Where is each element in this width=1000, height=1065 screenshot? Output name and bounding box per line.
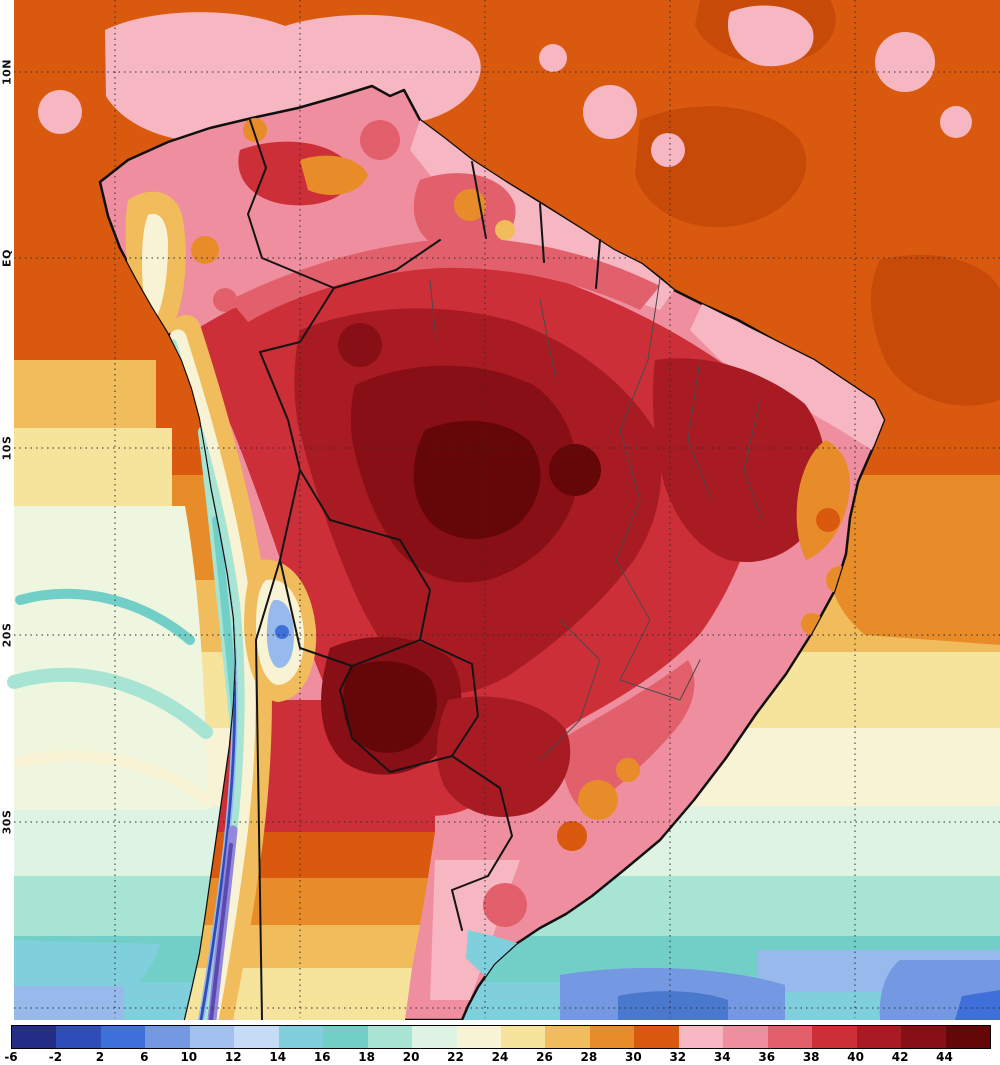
colorbar-tick-label: 26 xyxy=(536,1050,553,1064)
colorbar: -6 -2 2 6 10 12 14 16 18 20 22 24 26 28 30 32 34 36 38 40 42… xyxy=(0,1019,1000,1065)
colorbar-tick-label: 2 xyxy=(95,1050,105,1064)
grid-layer xyxy=(14,0,1000,1018)
colorbar-segment xyxy=(145,1026,190,1048)
colorbar-segment xyxy=(56,1026,101,1048)
colorbar-segment xyxy=(367,1026,413,1048)
colorbar-tick-label: 28 xyxy=(580,1050,598,1064)
colorbar-bar xyxy=(11,1025,991,1049)
colorbar-tick-label: 20 xyxy=(402,1050,420,1064)
colorbar-segment xyxy=(456,1026,501,1048)
colorbar-segment xyxy=(678,1026,724,1048)
colorbar-tick-label: -6 xyxy=(4,1050,18,1064)
colorbar-tick-label: 32 xyxy=(669,1050,687,1064)
colorbar-tick-labels: -6 -2 2 6 10 12 14 16 18 20 22 24 26 28 30 32 34 36 38 40 42… xyxy=(4,1050,989,1065)
latitude-label: EQ xyxy=(0,249,14,267)
colorbar-tick-label: 34 xyxy=(713,1050,731,1064)
state-borders-layer xyxy=(429,277,763,761)
colorbar-tick-label: 16 xyxy=(313,1050,331,1064)
colorbar-segment xyxy=(856,1026,902,1048)
colorbar-tick-label: 22 xyxy=(447,1050,464,1064)
colorbar-tick-label: 6 xyxy=(140,1050,149,1064)
colorbar-tick-label: 14 xyxy=(269,1050,287,1064)
colorbar-segment xyxy=(12,1026,57,1048)
colorbar-tick-label: 24 xyxy=(491,1050,509,1064)
colorbar-segment xyxy=(500,1026,546,1048)
colorbar-segment xyxy=(901,1026,946,1048)
latitude-label: 10N xyxy=(0,58,14,86)
colorbar-segment xyxy=(234,1026,279,1048)
colorbar-tick-label: 36 xyxy=(758,1050,776,1064)
colorbar-tick-label: 12 xyxy=(224,1050,242,1064)
colorbar-segment xyxy=(767,1026,813,1048)
colorbar-tick-label: 30 xyxy=(625,1050,642,1064)
colorbar-tick-label: 10 xyxy=(180,1050,198,1064)
latitude-label: 30S xyxy=(0,809,14,835)
latitude-label: 10S xyxy=(0,435,14,461)
colorbar-segment xyxy=(634,1026,679,1048)
colorbar-segment xyxy=(945,1026,990,1048)
colorbar-tick-label: 44 xyxy=(936,1050,953,1064)
south-america-temperature-map xyxy=(7,0,1000,1020)
colorbar-segment xyxy=(412,1026,457,1048)
colorbar-tick-label: -2 xyxy=(48,1050,63,1064)
colorbar-tick-label: 40 xyxy=(847,1050,864,1064)
land-layer xyxy=(98,84,886,1020)
colorbar-segment xyxy=(723,1026,768,1048)
country-borders-layer xyxy=(247,119,601,1020)
colorbar-segment xyxy=(323,1026,368,1048)
latitude-label: 20S xyxy=(0,622,14,648)
colorbar-tick-label: 38 xyxy=(802,1050,820,1064)
colorbar-segment xyxy=(589,1026,635,1048)
colorbar-tick-label: 42 xyxy=(891,1050,909,1064)
colorbar-segment xyxy=(100,1026,146,1048)
colorbar-tick-label: 18 xyxy=(358,1050,375,1064)
colorbar-segment xyxy=(278,1026,324,1048)
map-area: 10N EQ 10S 20S 30S xyxy=(0,0,1000,1020)
colorbar-segment xyxy=(545,1026,590,1048)
colorbar-segment xyxy=(189,1026,235,1048)
colorbar-segment xyxy=(812,1026,857,1048)
